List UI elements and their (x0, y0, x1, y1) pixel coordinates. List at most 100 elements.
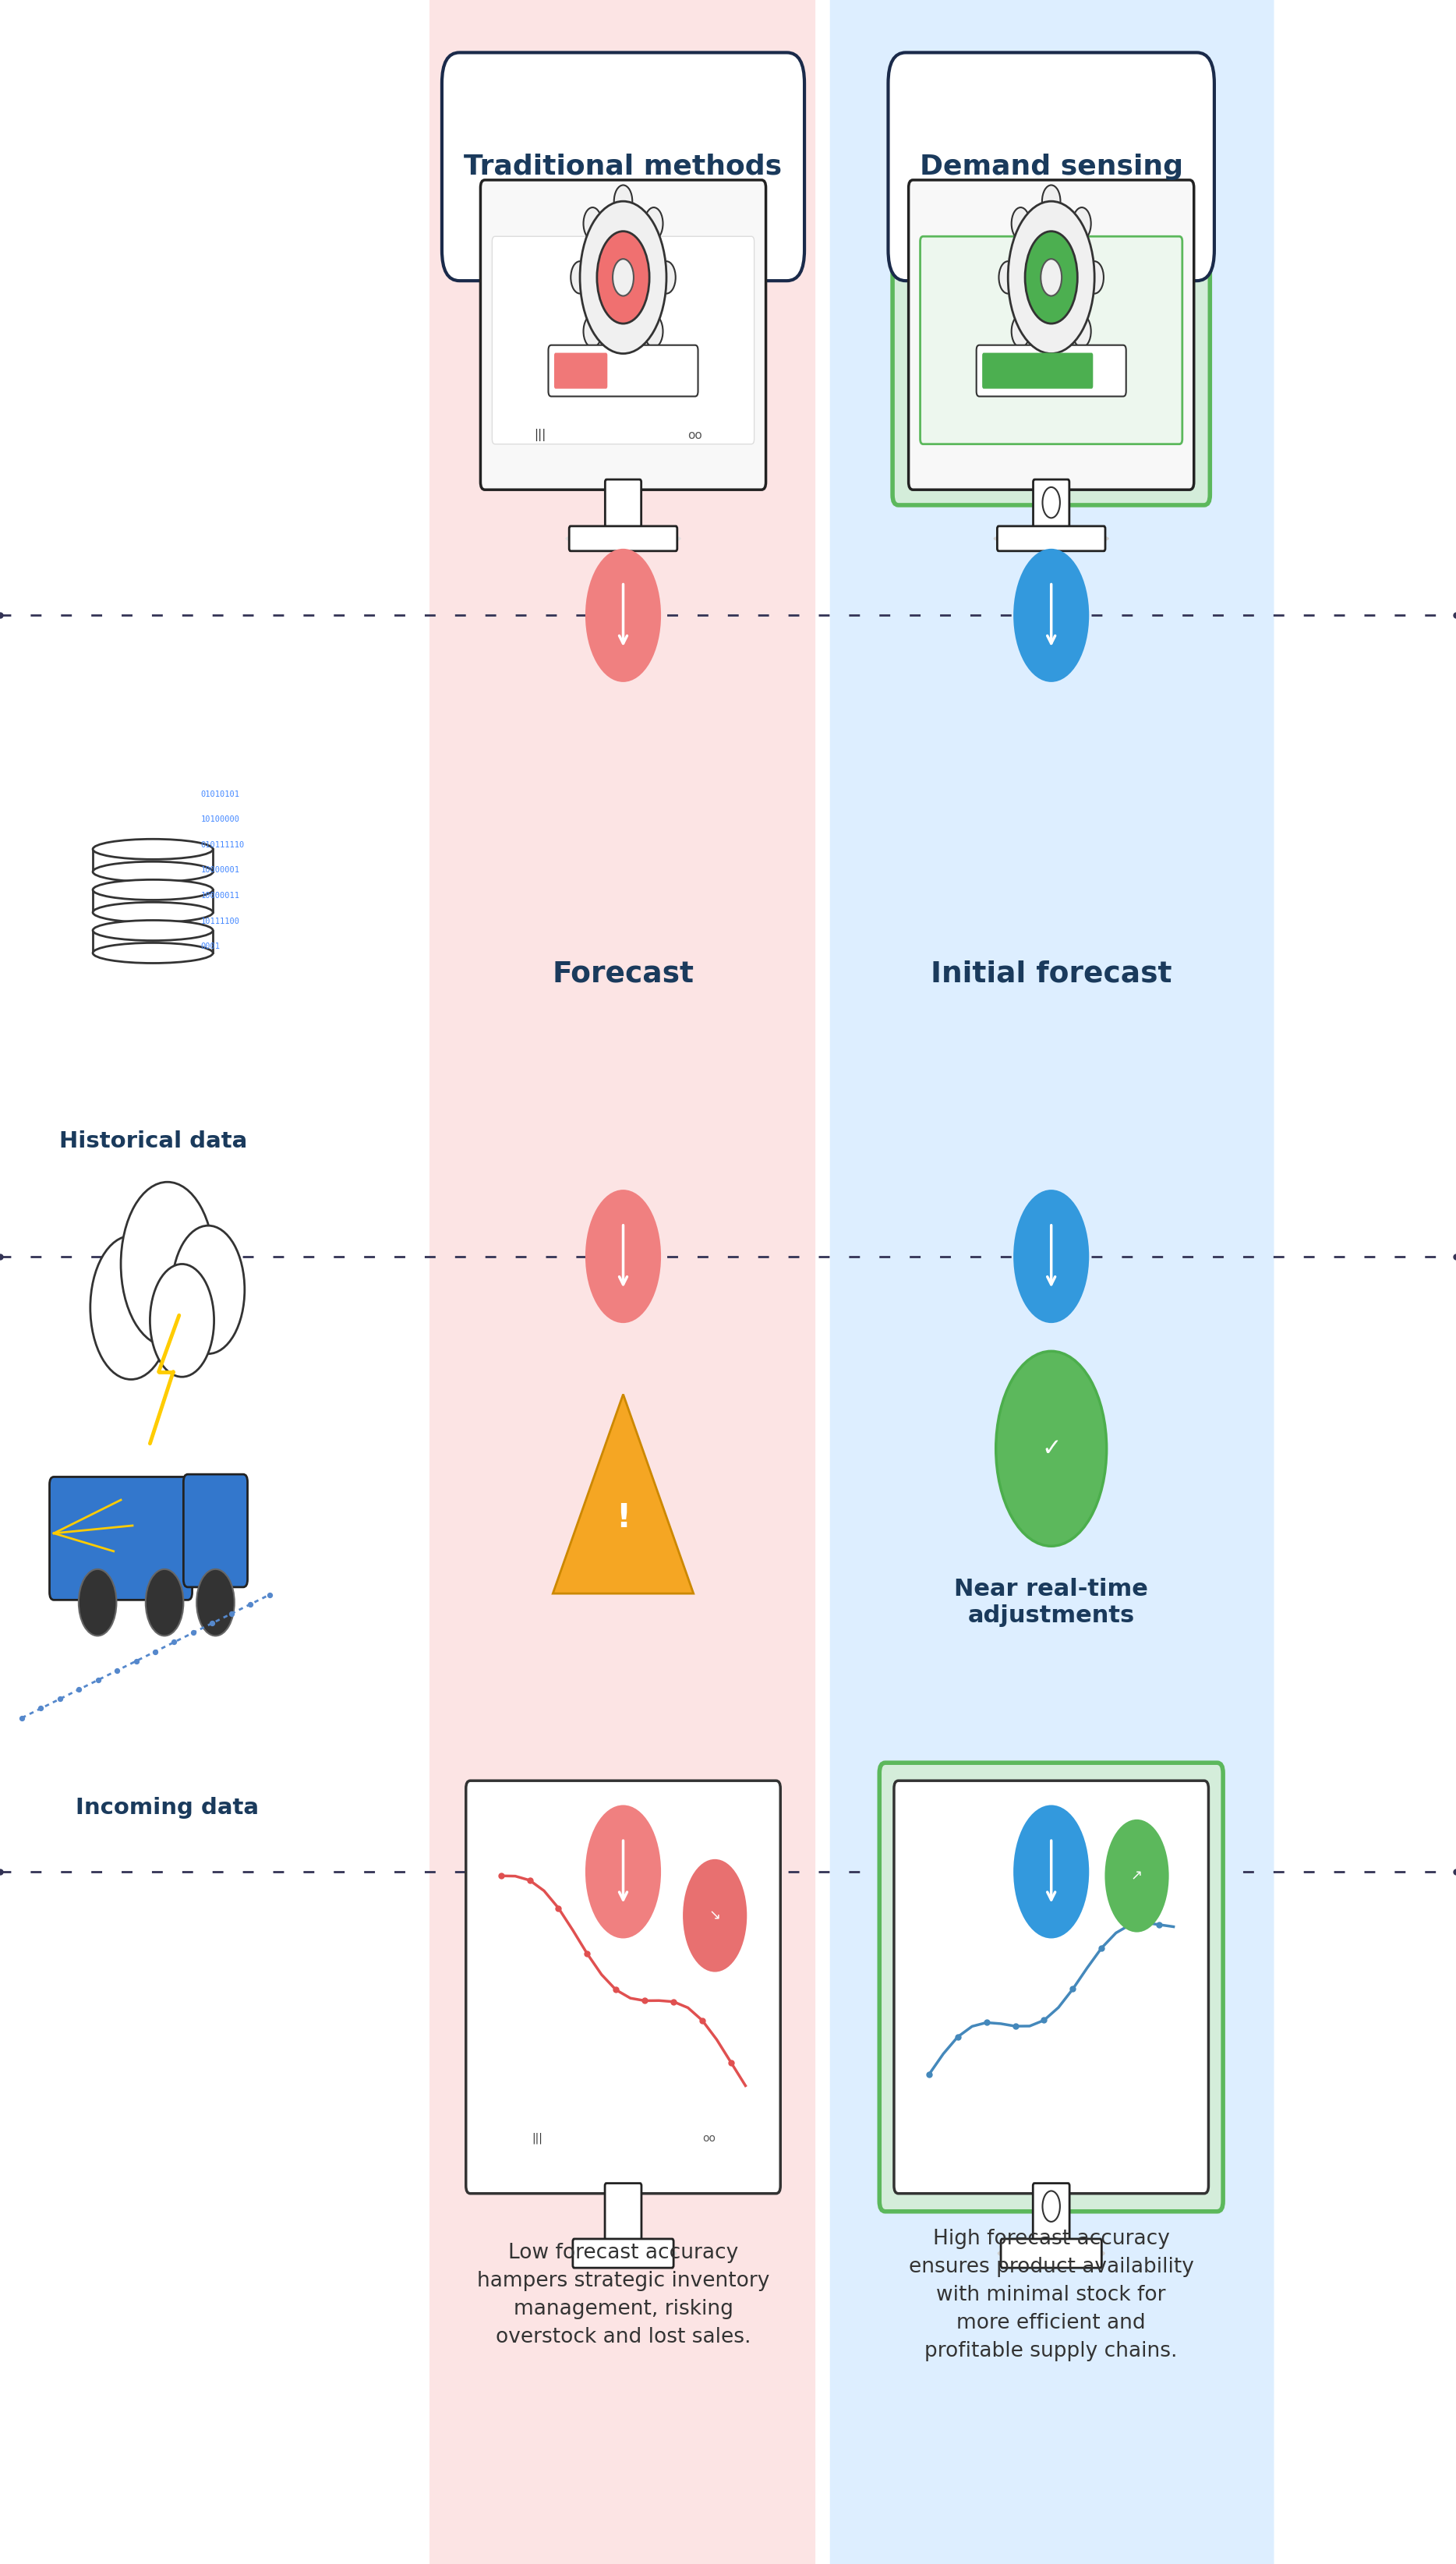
Point (10, 1697, 33, 1738)
Circle shape (1042, 338, 1060, 369)
Ellipse shape (93, 903, 213, 923)
Point (917, 2054, 941, 2095)
FancyBboxPatch shape (183, 1474, 248, 1587)
Circle shape (79, 1569, 116, 1636)
Point (1061, 1969, 1085, 2010)
Point (48, 1679, 71, 1720)
Circle shape (579, 203, 667, 354)
Circle shape (996, 1351, 1107, 1546)
FancyBboxPatch shape (1000, 2238, 1102, 2267)
Circle shape (1012, 315, 1029, 349)
Text: oo: oo (702, 2133, 715, 2144)
Ellipse shape (569, 2246, 677, 2261)
Point (1118, 1905, 1142, 1946)
FancyBboxPatch shape (549, 346, 697, 397)
Circle shape (585, 1805, 661, 1938)
FancyBboxPatch shape (555, 354, 607, 390)
FancyBboxPatch shape (920, 236, 1182, 444)
Point (518, 1859, 542, 1900)
Circle shape (645, 208, 662, 238)
Circle shape (1013, 1190, 1089, 1323)
FancyBboxPatch shape (1032, 2185, 1070, 2244)
FancyBboxPatch shape (997, 526, 1105, 551)
Text: Traditional methods: Traditional methods (464, 154, 782, 179)
Ellipse shape (93, 944, 213, 964)
Point (220, 1592, 243, 1633)
Point (182, 1613, 205, 1654)
Ellipse shape (993, 531, 1109, 546)
FancyBboxPatch shape (977, 346, 1125, 397)
Point (662, 1982, 686, 2023)
Circle shape (1041, 259, 1061, 295)
FancyBboxPatch shape (894, 1782, 1208, 2195)
Point (976, 2002, 999, 2044)
Polygon shape (93, 890, 213, 913)
Point (547, 1887, 571, 1928)
Circle shape (1042, 185, 1060, 218)
Text: 10111100: 10111100 (201, 918, 240, 926)
Text: Initial forecast: Initial forecast (930, 962, 1172, 987)
Text: Low forecast accuracy
hampers strategic inventory
management, risking
overstock : Low forecast accuracy hampers strategic … (478, 2244, 769, 2346)
Circle shape (1008, 203, 1095, 354)
Circle shape (597, 231, 649, 323)
Circle shape (657, 262, 676, 295)
Circle shape (645, 315, 662, 349)
Circle shape (150, 1264, 214, 1377)
Polygon shape (553, 1395, 693, 1592)
Point (719, 2041, 743, 2082)
Point (29, 1687, 52, 1728)
FancyBboxPatch shape (604, 2185, 642, 2244)
Circle shape (1013, 549, 1089, 682)
Point (1003, 2005, 1026, 2046)
Polygon shape (93, 931, 213, 954)
FancyBboxPatch shape (50, 1477, 192, 1600)
Circle shape (121, 1182, 214, 1346)
Circle shape (613, 259, 633, 295)
Circle shape (1013, 1805, 1089, 1938)
Point (489, 1856, 513, 1897)
Text: oo: oo (687, 431, 702, 441)
FancyBboxPatch shape (830, 0, 1274, 2564)
FancyBboxPatch shape (606, 479, 641, 531)
Circle shape (1012, 208, 1029, 238)
Point (201, 1602, 224, 1644)
Circle shape (172, 1226, 245, 1354)
Circle shape (1042, 2190, 1060, 2220)
FancyBboxPatch shape (443, 54, 804, 282)
FancyBboxPatch shape (430, 0, 815, 2564)
Circle shape (614, 338, 632, 369)
Circle shape (1042, 487, 1060, 518)
FancyBboxPatch shape (888, 54, 1214, 282)
Polygon shape (93, 849, 213, 872)
FancyBboxPatch shape (480, 179, 766, 490)
Circle shape (1105, 1820, 1169, 1933)
FancyBboxPatch shape (893, 164, 1210, 505)
Point (1032, 2000, 1056, 2041)
Point (1091, 1928, 1114, 1969)
Text: Near real-time
adjustments: Near real-time adjustments (954, 1577, 1149, 1628)
Text: |||: ||| (531, 2133, 543, 2144)
Point (1147, 1905, 1171, 1946)
Point (575, 1933, 598, 1974)
Point (163, 1620, 186, 1661)
Circle shape (90, 1236, 172, 1379)
Text: ✓: ✓ (1041, 1438, 1061, 1459)
Circle shape (585, 549, 661, 682)
Text: Forecast: Forecast (552, 962, 695, 987)
Text: ↘: ↘ (709, 1908, 721, 1923)
Circle shape (1073, 208, 1091, 238)
FancyBboxPatch shape (572, 2238, 674, 2267)
Text: 01010101: 01010101 (201, 790, 240, 797)
Text: !: ! (616, 1503, 630, 1533)
FancyBboxPatch shape (909, 179, 1194, 490)
Text: High forecast accuracy
ensures product availability
with minimal stock for
more : High forecast accuracy ensures product a… (909, 2228, 1194, 2361)
Point (604, 1969, 628, 2010)
Text: Incoming data: Incoming data (76, 1797, 259, 1818)
Point (67, 1669, 90, 1710)
Circle shape (146, 1569, 183, 1636)
Text: 0001: 0001 (201, 944, 220, 951)
Point (105, 1651, 128, 1692)
Text: 10100000: 10100000 (201, 815, 240, 823)
FancyBboxPatch shape (1034, 479, 1069, 531)
Ellipse shape (93, 838, 213, 859)
